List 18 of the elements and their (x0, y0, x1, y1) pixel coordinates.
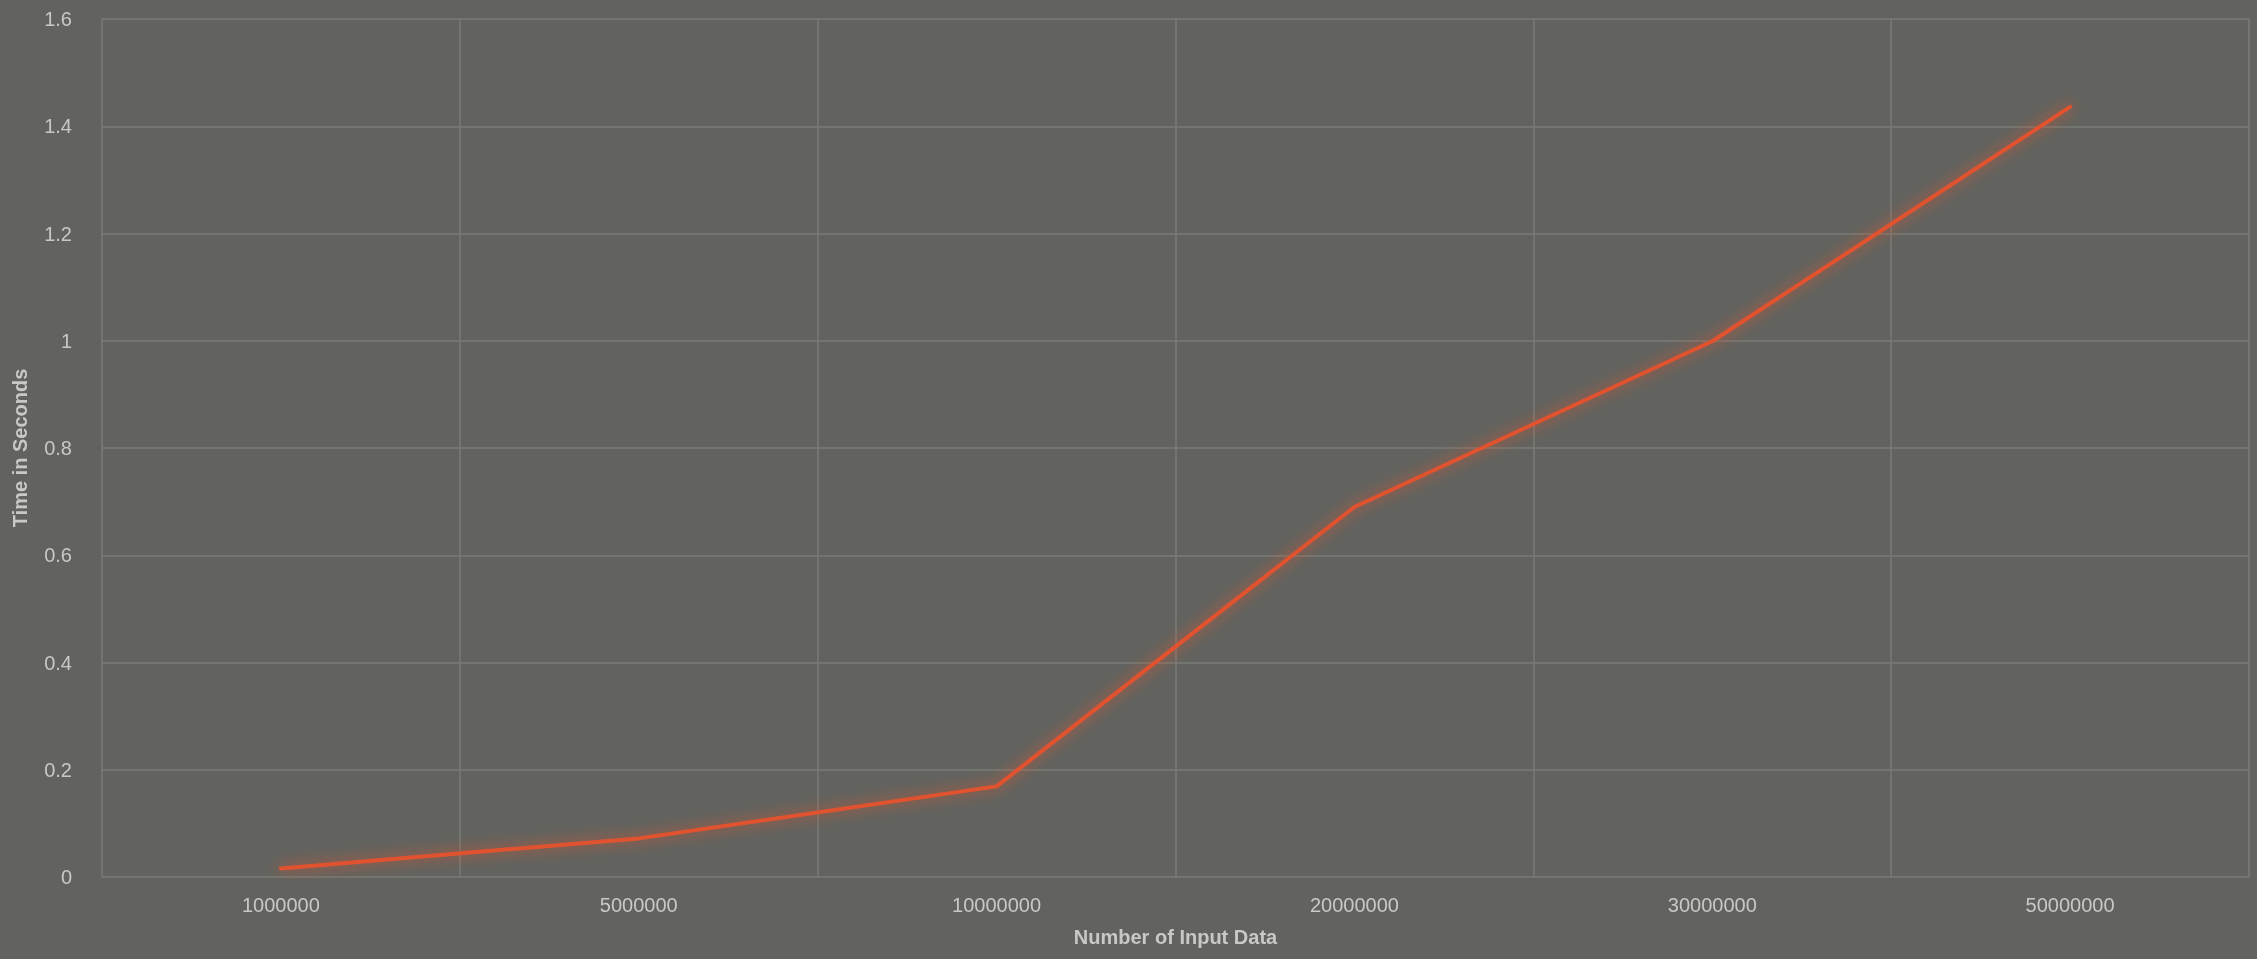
y-tick-label: 0 (60, 866, 72, 888)
line-series (278, 104, 2073, 871)
y-tick-label: 1.6 (44, 8, 72, 30)
x-tick-label: 1000000 (241, 894, 320, 916)
x-tick-label: 50000000 (2025, 894, 2115, 916)
y-axis-title: Time in Seconds (9, 368, 31, 528)
x-axis-title: Number of Input Data (1073, 926, 1279, 948)
x-tick-label: 30000000 (1667, 894, 1757, 916)
y-tick-label: 0.4 (44, 651, 72, 674)
y-tick-label: 0.8 (44, 437, 72, 459)
y-tick-label: 1.2 (44, 222, 72, 245)
y-tick-label: 1 (60, 329, 72, 352)
y-tick-label: 0.6 (44, 544, 72, 567)
y-tick-label: 0.2 (44, 758, 72, 781)
x-tick-label: 10000000 (952, 894, 1042, 916)
x-tick-label: 5000000 (599, 894, 678, 916)
x-tick-label: 20000000 (1309, 894, 1399, 916)
y-tick-label: 1.4 (44, 115, 72, 138)
